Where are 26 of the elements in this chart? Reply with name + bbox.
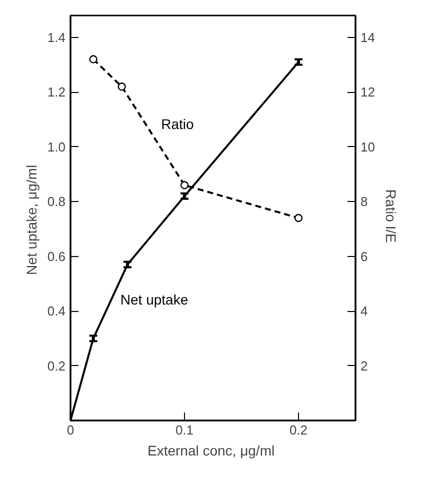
x-tick-label: 0.1: [175, 422, 194, 438]
y-tick-label: 1.0: [47, 139, 66, 154]
y2-tick-label: 8: [360, 194, 368, 210]
series-label: Net uptake: [120, 291, 188, 308]
point: [294, 214, 303, 222]
y2-tick-label: 6: [360, 248, 368, 264]
y2-tick-label: 10: [360, 139, 375, 154]
x-tick-label: 0.2: [289, 422, 308, 438]
y2-tick-label: 14: [360, 30, 375, 45]
y2-tick-label: 4: [360, 304, 368, 319]
y2-tick-label: 2: [360, 358, 368, 374]
point: [89, 55, 98, 64]
y2-axis-title: Ratio I/E: [382, 189, 399, 243]
point: [118, 82, 126, 91]
y-tick-label: 0.6: [47, 248, 66, 264]
x-axis-title: External conc, μg/ml: [148, 442, 275, 458]
y2-tick-label: 12: [360, 84, 375, 100]
y-axis-title: Net uptake, μg/ml: [23, 164, 40, 275]
x-tick-label: 0: [66, 422, 74, 438]
y-tick-label: 0.2: [47, 358, 66, 374]
y-tick-label: 0.4: [47, 304, 66, 319]
y-tick-label: 0.8: [47, 194, 66, 210]
y-tick-label: 1.2: [47, 84, 66, 100]
y-tick-label: 1.4: [47, 30, 66, 45]
series-label: Ratio: [161, 116, 194, 132]
point: [180, 181, 189, 190]
